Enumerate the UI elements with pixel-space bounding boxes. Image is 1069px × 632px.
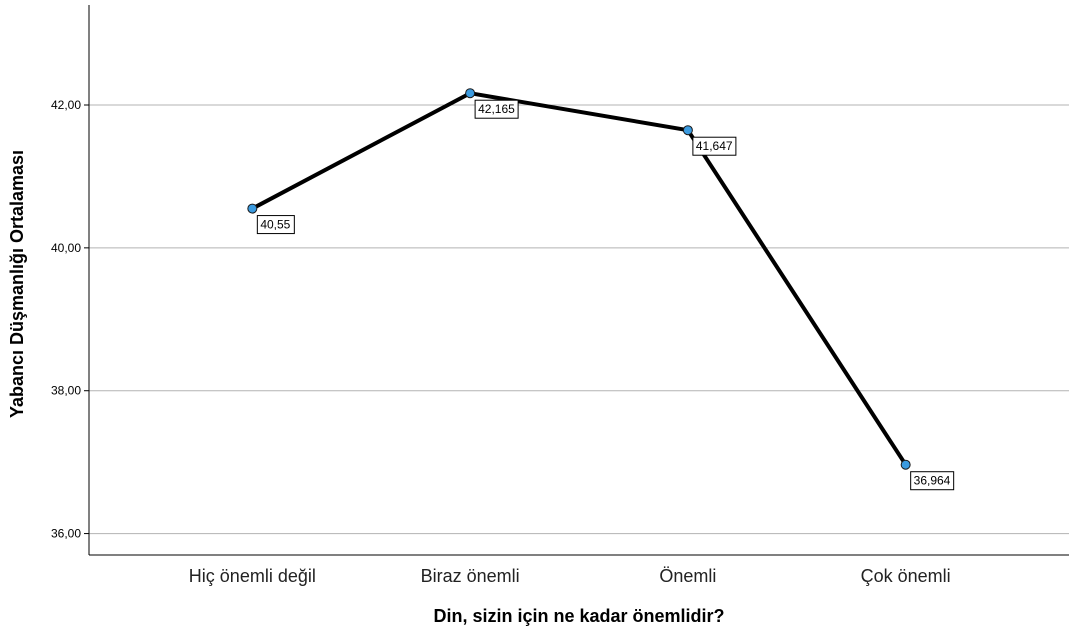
data-label-text-2: 41,647 xyxy=(696,139,733,153)
data-label-3: 36,964 xyxy=(910,471,955,491)
y-axis-title: Yabancı Düşmanlığı Ortalaması xyxy=(7,150,27,418)
gridlines xyxy=(89,104,1069,535)
data-point-1 xyxy=(465,88,476,99)
y-tick-label-3: 42,00 xyxy=(51,98,81,112)
x-axis-title: Din, sizin için ne kadar önemlidir? xyxy=(433,606,724,626)
y-tick-label-0: 36,00 xyxy=(51,527,81,541)
data-label-text-0: 40,55 xyxy=(260,218,290,232)
y-tick-label-2: 40,00 xyxy=(51,241,81,255)
x-tick-label-1: Biraz önemli xyxy=(421,566,520,586)
data-label-2: 41,647 xyxy=(692,136,737,156)
data-label-text-1: 42,165 xyxy=(478,102,515,116)
data-point-2 xyxy=(682,125,693,136)
x-tick-label-3: Çok önemli xyxy=(861,566,951,586)
x-tick-label-2: Önemli xyxy=(659,566,716,586)
y-axis-ticks: 36,00 38,00 40,00 42,00 xyxy=(51,98,89,541)
data-label-box-2 xyxy=(692,136,737,156)
data-label-box-3 xyxy=(910,471,955,491)
data-label-box-0 xyxy=(256,215,295,235)
x-axis-ticks: Hiç önemli değil Biraz önemli Önemli Çok ön… xyxy=(189,566,951,586)
data-label-text-3: 36,964 xyxy=(914,474,951,488)
data-label-1: 42,165 xyxy=(474,99,519,119)
series-line-path xyxy=(251,91,908,466)
data-labels: 40,55 42,165 41,647 36,964 xyxy=(256,99,955,491)
data-label-box-1 xyxy=(474,99,519,119)
data-point-3 xyxy=(900,459,911,470)
data-point-0 xyxy=(247,203,258,214)
data-label-0: 40,55 xyxy=(256,215,295,235)
series-markers xyxy=(247,88,911,470)
x-tick-label-0: Hiç önemli değil xyxy=(189,566,316,586)
y-tick-label-1: 38,00 xyxy=(51,384,81,398)
series-line xyxy=(251,91,908,466)
